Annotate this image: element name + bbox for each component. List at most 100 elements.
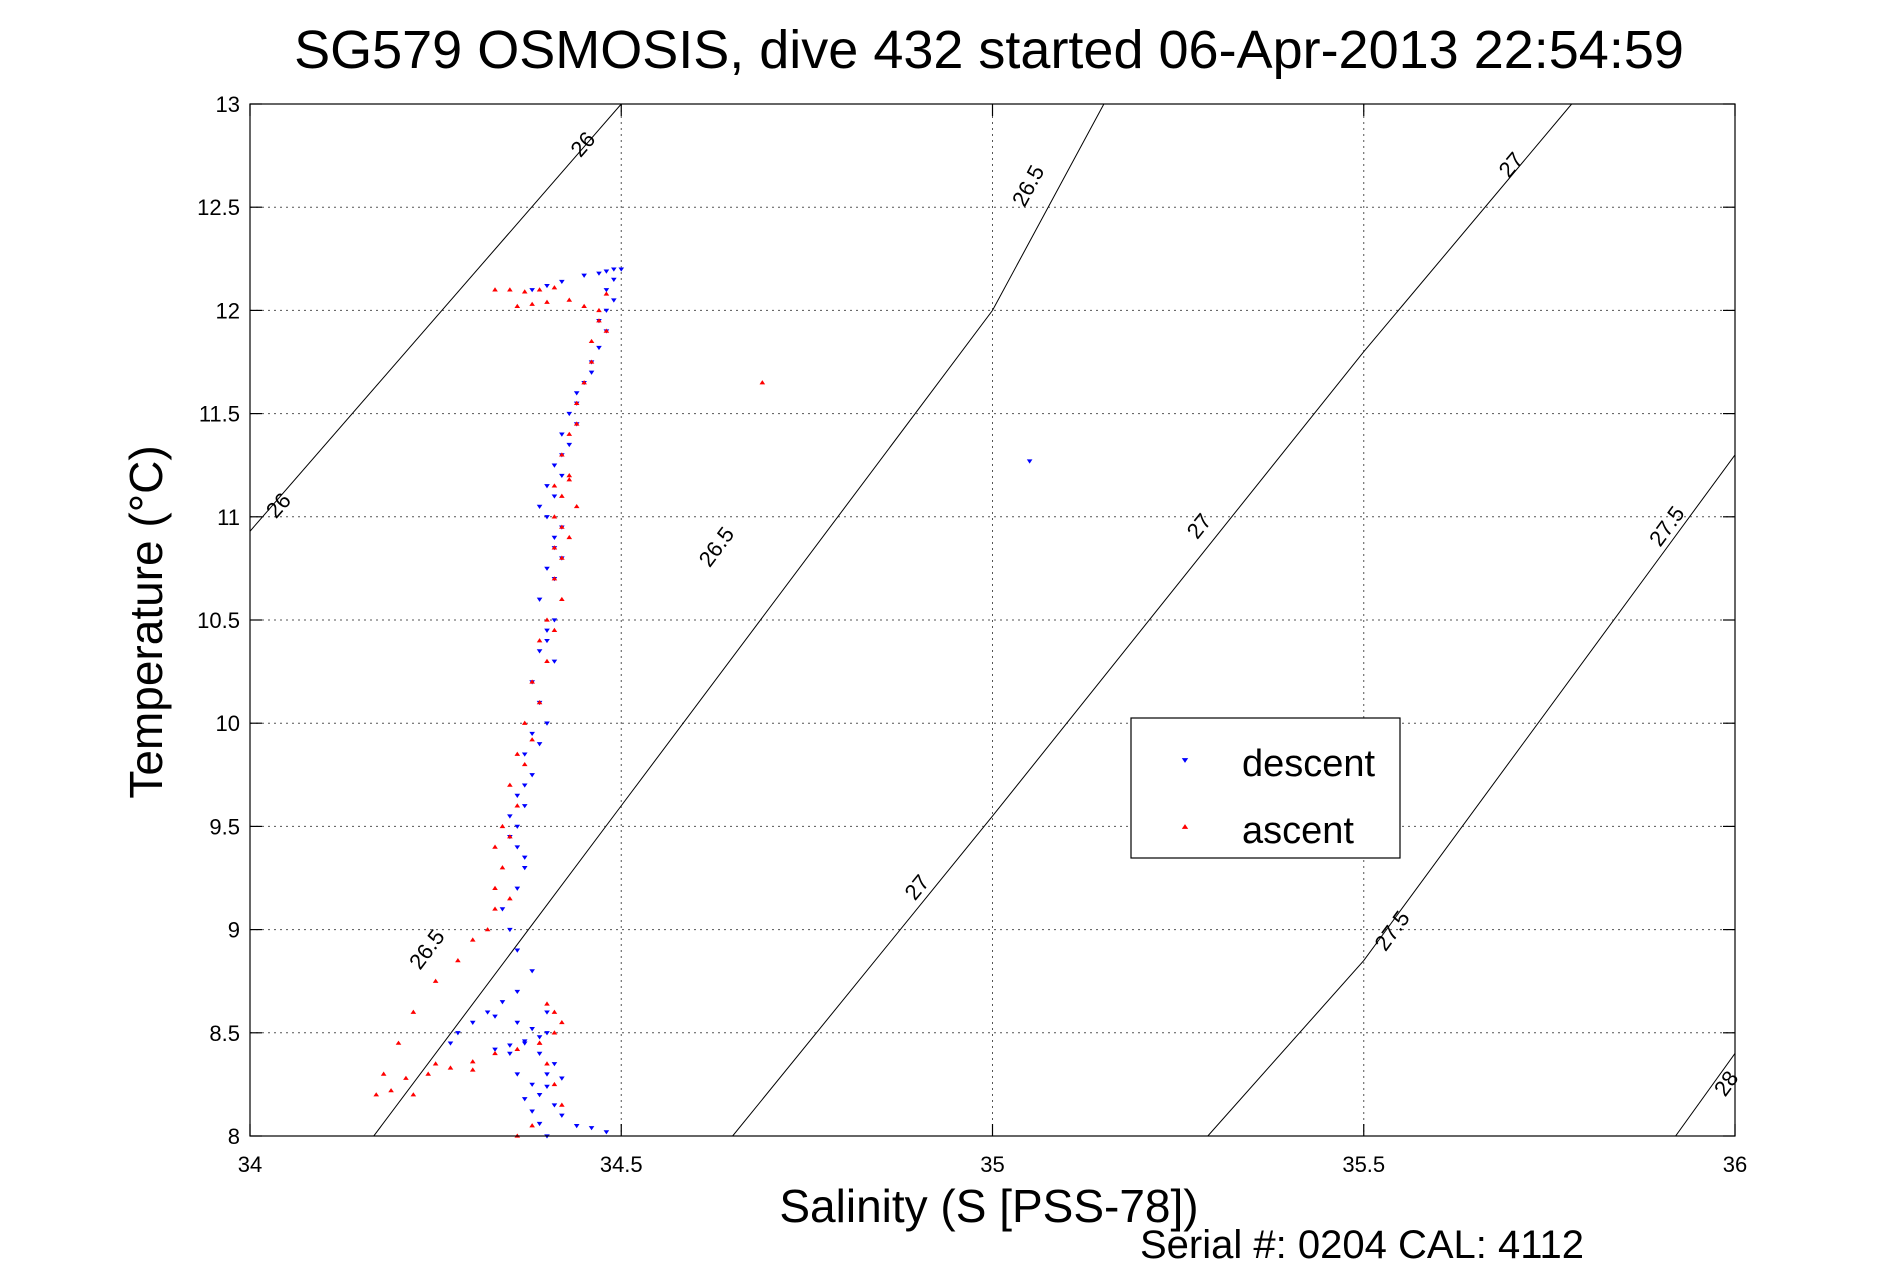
ascent-point: [499, 865, 506, 870]
ascent-point: [544, 658, 550, 663]
ascent-point: [521, 720, 528, 725]
ascent-point: [455, 958, 461, 963]
descent-point: [603, 288, 610, 293]
serial-cal-label: Serial #: 0204 CAL: 4112: [1140, 1223, 1584, 1262]
descent-point: [521, 1041, 528, 1046]
y-axis-label: Temperature (°C): [120, 445, 172, 798]
descent-point: [544, 484, 550, 489]
ascent-point: [544, 299, 550, 304]
descent-point: [566, 411, 573, 417]
descent-point: [544, 1010, 550, 1015]
descent-point: [514, 989, 521, 995]
ascent-point: [596, 318, 602, 323]
ascent-point: [544, 1001, 550, 1006]
legend-marker-ascent: [1181, 824, 1189, 829]
ascent-point: [559, 524, 565, 529]
descent-point: [536, 649, 543, 654]
descent-point: [559, 432, 565, 437]
ascent-point: [559, 1019, 565, 1025]
ascent-point: [469, 1067, 476, 1072]
ascent-point: [514, 303, 521, 308]
ascent-point: [566, 297, 573, 302]
density-contour-line: [373, 104, 1105, 1136]
descent-point: [521, 752, 528, 757]
descent-point: [588, 1126, 595, 1131]
y-tick-label: 10: [216, 711, 240, 736]
descent-point: [507, 1051, 513, 1056]
ascent-point: [573, 421, 580, 426]
ascent-point: [573, 503, 580, 509]
descent-point: [559, 473, 565, 479]
ascent-point: [544, 1061, 550, 1066]
descent-point: [588, 370, 595, 375]
density-contour-line: [1207, 454, 1735, 1136]
descent-point: [514, 824, 521, 829]
descent-point: [484, 1010, 491, 1015]
ascent-point: [551, 1009, 558, 1014]
ascent-point: [484, 927, 491, 932]
ascent-point: [492, 885, 498, 890]
descent-point: [603, 308, 610, 313]
ascent-point: [551, 285, 558, 290]
ascent-point: [559, 555, 565, 560]
ascent-point: [603, 328, 610, 333]
ascent-point: [551, 1081, 558, 1087]
x-tick-label: 36: [1723, 1152, 1747, 1177]
descent-point: [536, 1035, 543, 1040]
y-tick-label: 13: [216, 92, 240, 117]
data-points: [373, 267, 1033, 1139]
x-tick-label: 34: [238, 1152, 262, 1177]
descent-point: [596, 271, 602, 276]
ascent-point: [469, 1059, 476, 1064]
descent-point: [529, 288, 535, 293]
descent-point: [1026, 459, 1033, 464]
ascent-point: [559, 452, 565, 457]
ascent-point: [551, 545, 558, 550]
ascent-point: [551, 514, 558, 519]
descent-point: [551, 659, 558, 664]
descent-point: [551, 535, 558, 540]
descent-point: [551, 494, 558, 499]
y-tick-label: 11: [217, 505, 240, 530]
y-tick-label: 12.5: [197, 195, 240, 220]
ascent-point: [588, 338, 595, 344]
descent-point: [536, 504, 543, 509]
descent-point: [544, 515, 550, 520]
ascent-point: [492, 844, 498, 849]
x-tick-label: 35.5: [1342, 1152, 1385, 1177]
ascent-point: [566, 534, 573, 540]
descent-point: [551, 618, 558, 623]
descent-point: [559, 1076, 565, 1081]
ascent-point: [536, 700, 543, 705]
descent-point: [492, 1047, 498, 1052]
descent-point: [521, 783, 528, 788]
legend-box: [1130, 717, 1401, 859]
ascent-point: [529, 301, 535, 306]
ascent-point: [551, 483, 558, 488]
x-axis-label: Salinity (S [PSS-78]): [779, 1180, 1198, 1232]
descent-point: [455, 1031, 461, 1036]
descent-point: [551, 1103, 558, 1108]
density-contour-line: [732, 104, 1573, 1136]
descent-point: [514, 948, 521, 953]
descent-point: [521, 804, 528, 809]
ascent-point: [425, 1071, 431, 1076]
descent-point: [529, 731, 535, 737]
legend: descent ascent: [1130, 717, 1401, 859]
density-contour-line: [1675, 1053, 1735, 1136]
descent-point: [581, 273, 587, 278]
y-tick-label: 8.5: [209, 1021, 240, 1046]
descent-point: [529, 1026, 535, 1032]
ascent-point: [559, 1102, 565, 1107]
ascent-point: [536, 287, 543, 292]
ascent-point: [588, 359, 595, 364]
descent-point: [544, 283, 550, 289]
descent-point: [536, 597, 543, 602]
axis-ticks: 34 34.5 35 35.5 36 8 8.5 9 9.5 10 10.5 11 11.5 12 12.5…: [197, 92, 1747, 1177]
y-tick-label: 9.5: [209, 814, 240, 839]
y-tick-label: 12: [216, 298, 240, 323]
ascent-point: [410, 1009, 417, 1014]
ascent-point: [581, 380, 587, 385]
ascent-point: [469, 937, 476, 942]
